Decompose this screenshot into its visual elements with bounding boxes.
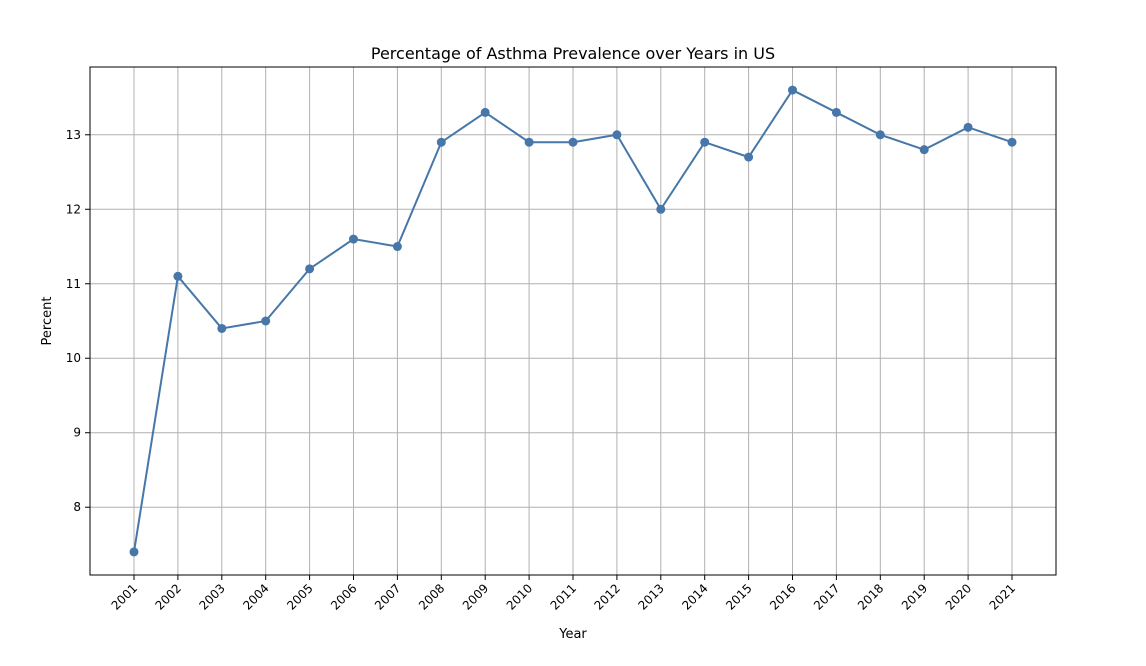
x-tick-label: 2011 [548,581,579,612]
x-tick-label: 2014 [679,581,710,612]
data-point [305,264,315,274]
x-tick-label: 2003 [196,581,227,612]
x-tick-label: 2002 [153,581,184,612]
x-axis: 2001 2002 2003 2004 2005 2006 2007 2008 2009 2010… [109,575,1018,613]
x-tick-label: 2005 [284,581,315,612]
data-point [129,547,139,557]
x-tick-label: 2001 [109,581,140,612]
data-point [392,242,402,252]
y-axis-label: Percent [40,297,55,346]
x-tick-label: 2019 [899,581,930,612]
data-point [480,107,490,117]
x-tick-label: 2018 [855,581,886,612]
y-tick-label: 13 [66,128,81,142]
data-point [612,130,622,140]
x-tick-label: 2006 [328,581,359,612]
data-point [963,122,973,132]
x-tick-label: 2016 [767,581,798,612]
x-tick-label: 2007 [372,581,403,612]
data-point [217,323,227,333]
data-point [524,137,534,147]
x-axis-label: Year [558,627,587,642]
y-tick-label: 9 [73,426,81,440]
data-point [261,316,271,326]
x-tick-label: 2008 [416,581,447,612]
x-tick-label: 2021 [987,581,1018,612]
data-point [919,145,929,155]
grid-lines [90,67,1056,575]
data-point [831,107,841,117]
data-point [436,137,446,147]
x-tick-label: 2013 [635,581,666,612]
data-point [568,137,578,147]
data-point [788,85,797,95]
x-tick-label: 2017 [811,581,842,612]
data-point [173,271,183,281]
data-point [656,204,666,214]
x-tick-label: 2015 [723,581,754,612]
y-tick-label: 8 [73,500,81,514]
data-point [875,130,885,140]
y-tick-label: 12 [66,202,81,216]
data-point [1007,137,1017,147]
x-tick-label: 2020 [943,581,974,612]
x-tick-label: 2010 [504,581,535,612]
data-point [744,152,754,162]
x-tick-label: 2004 [240,581,271,612]
data-point [700,137,710,147]
x-tick-label: 2009 [460,581,491,612]
y-tick-label: 10 [66,351,81,365]
chart-title: Percentage of Asthma Prevalence over Yea… [371,44,775,63]
y-tick-label: 11 [66,277,81,291]
series-layer [129,85,1017,557]
data-point [349,234,358,244]
x-tick-label: 2012 [592,581,623,612]
y-axis: 8 9 10 11 12 13 [66,128,90,514]
